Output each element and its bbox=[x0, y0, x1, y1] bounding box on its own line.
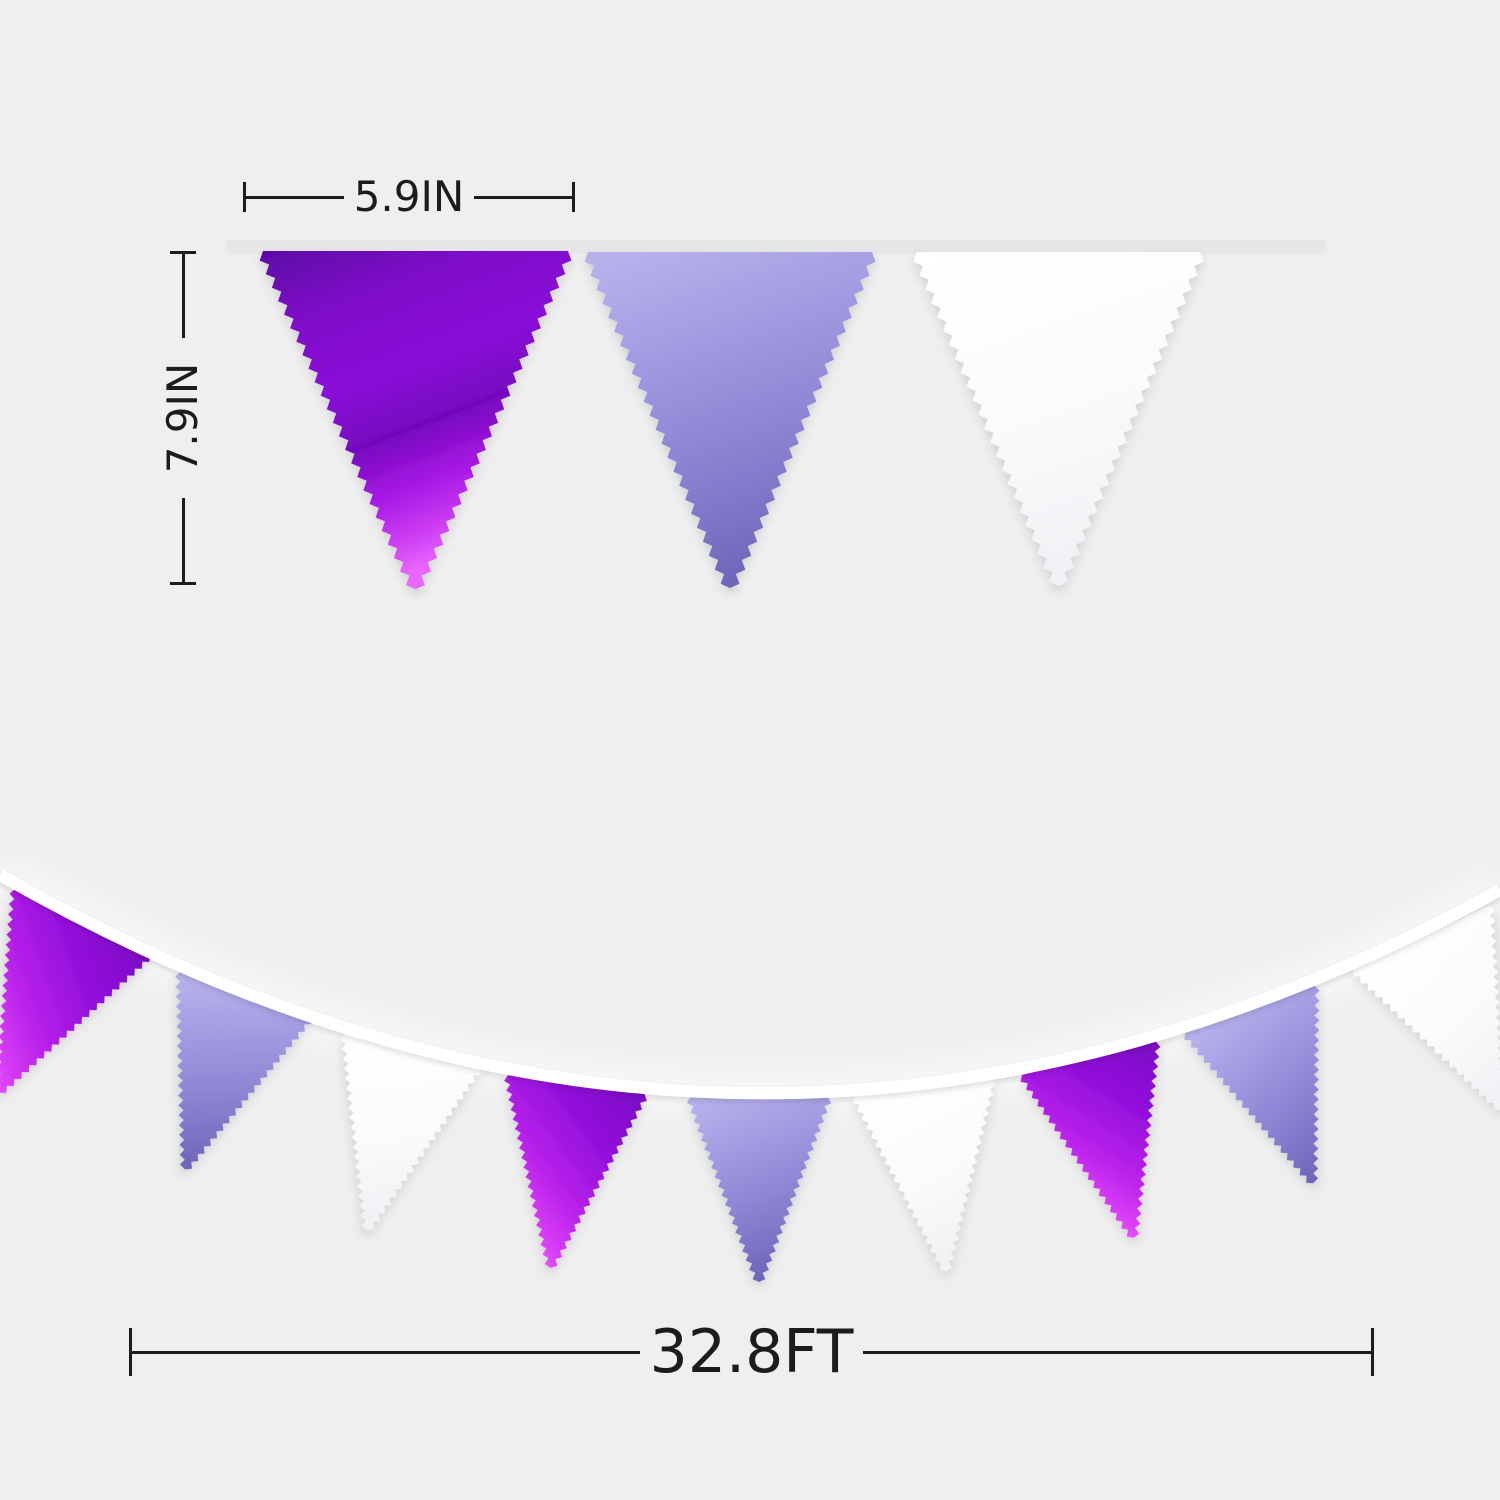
dimension-end-cap bbox=[1371, 1328, 1375, 1376]
pennant-triangle bbox=[1020, 1041, 1161, 1238]
top-flag-1-purple bbox=[259, 251, 572, 589]
ribbon-strip bbox=[227, 240, 1325, 251]
top-pennant-row bbox=[259, 251, 1204, 589]
strand-flag-3-white bbox=[340, 1034, 481, 1231]
flag-height-label-box: 7.9IN bbox=[158, 338, 207, 498]
pennant-triangle bbox=[913, 252, 1204, 586]
flag-height-dimension: 7.9IN bbox=[158, 251, 207, 585]
strand-flag-5-lavender bbox=[687, 1097, 831, 1282]
dimension-end-cap bbox=[129, 1328, 132, 1376]
strand-flag-6-white bbox=[852, 1079, 996, 1272]
pennant-triangle bbox=[852, 1079, 996, 1272]
banner-length-dimension: 32.8FT bbox=[129, 1317, 1375, 1387]
pennant-triangle bbox=[1353, 905, 1500, 1110]
pennant-triangle bbox=[584, 252, 876, 588]
dimension-line bbox=[863, 1350, 1372, 1354]
pennant-triangle bbox=[687, 1097, 831, 1282]
pennant-triangle bbox=[259, 251, 572, 589]
dimension-end-cap bbox=[243, 182, 246, 212]
dimension-end-cap bbox=[170, 582, 196, 585]
flag-height-label: 7.9IN bbox=[158, 362, 207, 474]
dimension-line bbox=[132, 1350, 640, 1354]
strand-flag-2-lavender bbox=[175, 972, 312, 1170]
banner-string bbox=[0, 869, 1500, 1100]
top-flag-2-lavender bbox=[584, 252, 876, 588]
banner-length-label: 32.8FT bbox=[649, 1317, 854, 1387]
dimension-line bbox=[181, 254, 185, 338]
pennant-triangle bbox=[504, 1075, 647, 1268]
strand-flag-8-lavender bbox=[1184, 985, 1320, 1184]
dimension-end-cap bbox=[572, 182, 576, 212]
strand-flag-4-purple bbox=[504, 1075, 647, 1268]
strand-flag-9-white bbox=[1353, 905, 1500, 1110]
dimension-line bbox=[474, 195, 573, 199]
pennant-triangle bbox=[1184, 985, 1320, 1184]
flag-width-dimension: 5.9IN bbox=[243, 172, 576, 221]
flag-width-label: 5.9IN bbox=[353, 172, 465, 221]
pennant-triangle bbox=[175, 972, 312, 1170]
top-flag-3-white bbox=[913, 252, 1204, 586]
strand-flag-7-purple bbox=[1020, 1041, 1161, 1238]
dimension-end-cap bbox=[170, 251, 196, 254]
dimension-line bbox=[246, 195, 344, 199]
dimension-line bbox=[181, 498, 185, 582]
bottom-banner-strand bbox=[0, 855, 1500, 1282]
pennant-triangle bbox=[340, 1034, 481, 1231]
